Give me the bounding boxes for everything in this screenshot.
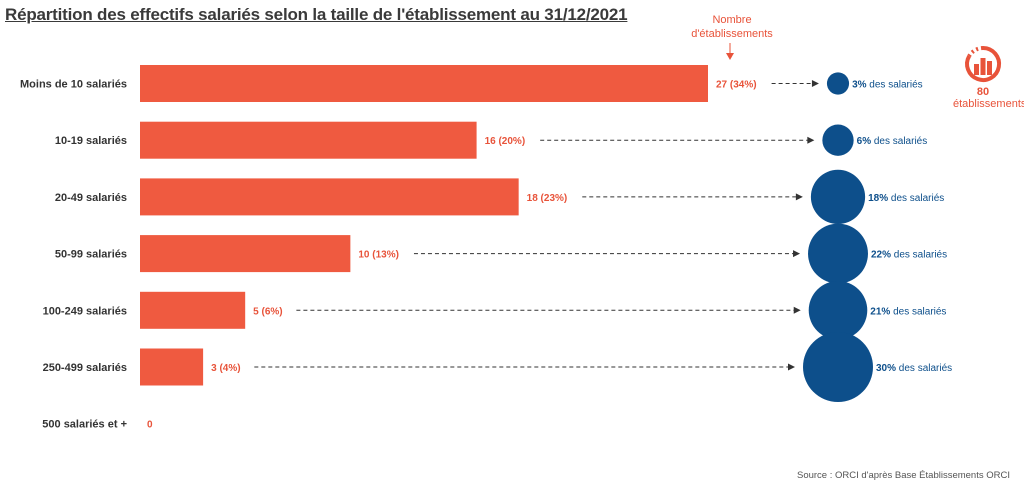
bar-value-label: 18 (23%) [527,193,568,204]
arrow-head [811,80,819,87]
employee-share-label: 21% des salariés [870,306,946,317]
bar [140,178,519,216]
bar-value-label: 16 (20%) [485,136,526,147]
category-label: 500 salariés et + [42,419,127,431]
bar-value-label: 0 [147,420,153,431]
employee-share-value: 18% [868,193,888,204]
employee-share-value: 21% [870,306,890,317]
chart-title: Répartition des effectifs salariés selon… [5,5,628,24]
employee-share-value: 3% [852,80,867,91]
bar [140,65,708,102]
bar-value-label: 10 (13%) [358,250,399,261]
employee-share-suffix: des salariés [888,193,944,204]
employee-share-bubble [826,72,850,95]
employee-share-label: 22% des salariés [871,250,947,261]
total-label: établissements [953,98,1024,110]
arrow-head [795,193,803,201]
bar [140,121,477,159]
category-label: 20-49 salariés [55,192,127,204]
bar-value-label: 3 (4%) [211,363,240,374]
bar [140,291,246,329]
bar [140,235,351,273]
employee-share-bubble [808,281,868,340]
employee-share-value: 30% [876,363,896,374]
employee-share-bubble [810,169,866,225]
arrow-head [793,250,801,258]
category-label: 100-249 salariés [43,305,127,317]
bar [140,348,204,386]
total-establishments: 80 établissements [953,44,1024,110]
annotation-arrow [726,43,734,60]
employee-share-label: 6% des salariés [857,136,928,147]
category-label: 250-499 salariés [43,362,127,374]
bar-value-label: 27 (34%) [716,80,757,91]
employee-share-bubble [803,332,873,402]
employee-share-suffix: des salariés [871,136,927,147]
employee-share-label: 18% des salariés [868,193,944,204]
employee-share-value: 22% [871,250,891,261]
total-value: 80 [976,86,990,98]
employee-share-value: 6% [857,136,872,147]
employee-share-label: 3% des salariés [852,80,923,91]
source-note: Source : ORCI d'après Base Établissement… [796,470,1010,481]
employee-share-suffix: des salariés [867,80,923,91]
arrow-head [807,136,815,144]
bar-value-label: 5 (6%) [253,306,282,317]
category-label: 50-99 salariés [55,249,127,261]
annotation-label: Nombre d'établissements [691,14,773,40]
category-label: 10-19 salariés [55,135,127,147]
employee-share-bubble [822,124,854,156]
employee-share-suffix: des salariés [891,250,947,261]
arrow-head [788,363,795,371]
category-label: Moins de 10 salariés [20,79,127,91]
employee-share-suffix: des salariés [890,306,946,317]
employee-share-suffix: des salariés [896,363,952,374]
arrow-head [793,306,801,314]
building-chart-icon [965,45,1002,82]
employee-share-bubble [808,223,868,284]
employee-share-label: 30% des salariés [876,363,952,374]
